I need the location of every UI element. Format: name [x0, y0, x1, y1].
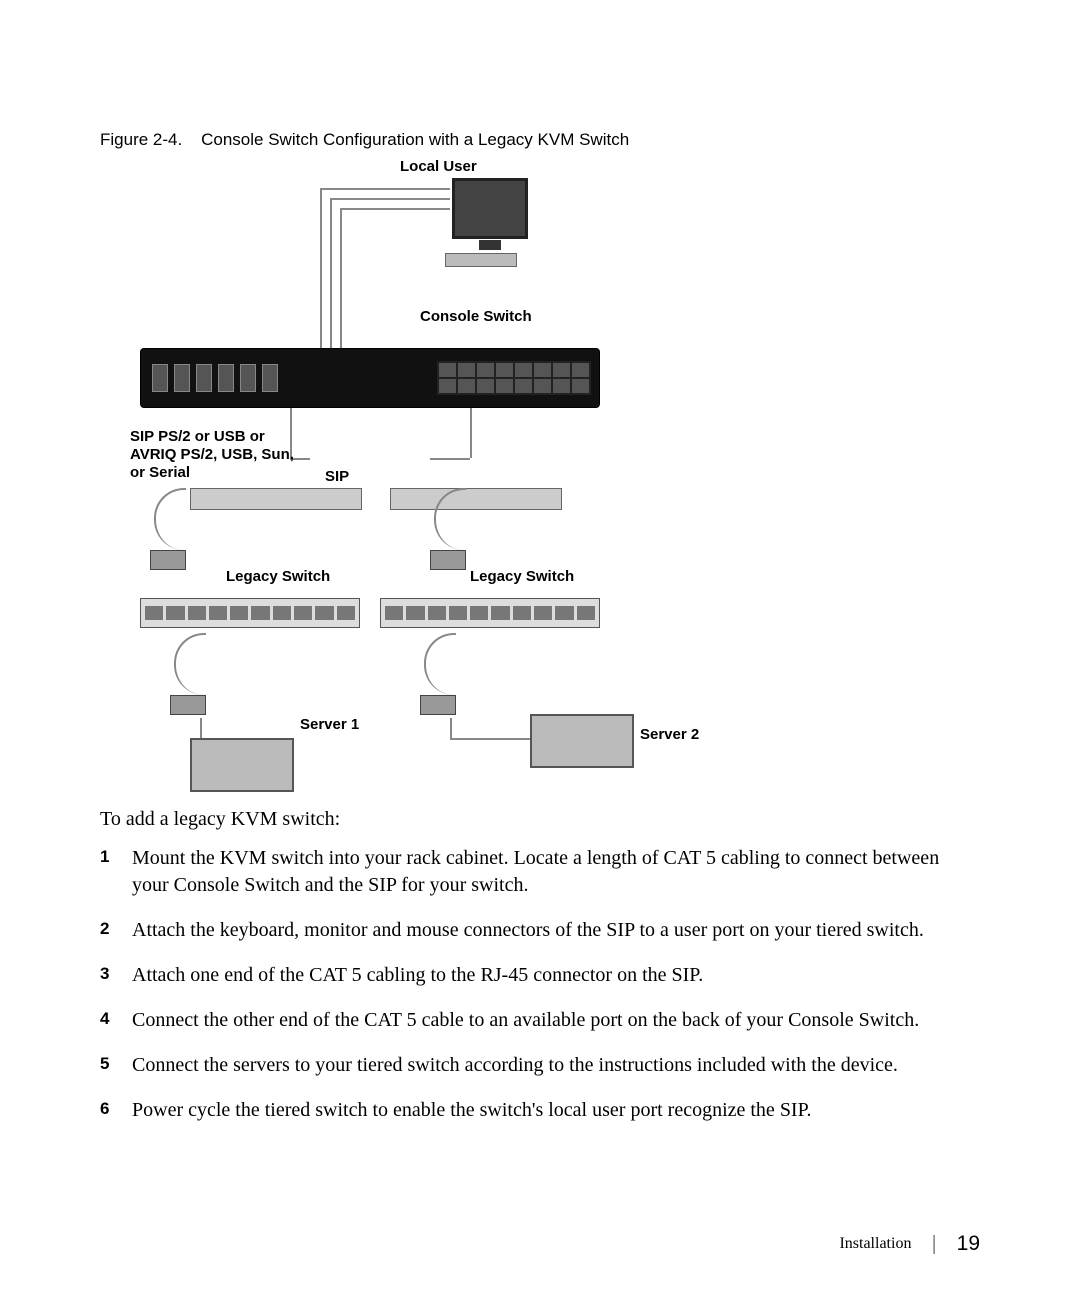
- label-server1: Server 1: [300, 716, 359, 733]
- step-item: 3 Attach one end of the CAT 5 cabling to…: [100, 962, 980, 989]
- step-text: Mount the KVM switch into your rack cabi…: [132, 847, 939, 896]
- wire: [450, 718, 452, 738]
- sip-dongle-icon: [170, 633, 210, 723]
- steps-list: 1 Mount the KVM switch into your rack ca…: [100, 845, 980, 1124]
- step-text: Connect the other end of the CAT 5 cable…: [132, 1009, 919, 1031]
- wire: [340, 208, 342, 348]
- step-item: 1 Mount the KVM switch into your rack ca…: [100, 845, 980, 899]
- wire: [320, 188, 322, 348]
- server-icon: [530, 714, 634, 768]
- figure-diagram: Local User Console Switch SIP PS/2 or US…: [130, 158, 830, 788]
- monitor-icon: [452, 178, 528, 239]
- footer-divider: |: [931, 1233, 936, 1256]
- figure-caption-text: Console Switch Configuration with a Lega…: [201, 130, 629, 149]
- step-item: 5 Connect the servers to your tiered swi…: [100, 1052, 980, 1079]
- legacy-switch-icon: [380, 598, 600, 628]
- label-legacy-right: Legacy Switch: [470, 568, 574, 585]
- label-local-user: Local User: [400, 158, 477, 175]
- step-item: 4 Connect the other end of the CAT 5 cab…: [100, 1007, 980, 1034]
- footer-page-number: 19: [957, 1232, 980, 1256]
- step-text: Attach one end of the CAT 5 cabling to t…: [132, 964, 703, 986]
- footer-section: Installation: [839, 1235, 911, 1253]
- label-sip: SIP: [325, 468, 349, 485]
- step-text: Power cycle the tiered switch to enable …: [132, 1099, 812, 1121]
- wire: [470, 408, 472, 458]
- step-number: 6: [100, 1098, 109, 1121]
- step-text: Connect the servers to your tiered switc…: [132, 1054, 898, 1076]
- wire: [430, 458, 470, 460]
- label-console-switch: Console Switch: [420, 308, 532, 325]
- label-sip-multi: SIP PS/2 or USB or AVRIQ PS/2, USB, Sun,…: [130, 428, 300, 482]
- sip-dongle-icon: [150, 488, 190, 578]
- wire: [320, 188, 450, 190]
- legacy-switch-icon: [140, 598, 360, 628]
- page: Figure 2-4. Console Switch Configuration…: [0, 0, 1080, 1296]
- label-legacy-left: Legacy Switch: [226, 568, 330, 585]
- step-number: 4: [100, 1008, 109, 1031]
- step-number: 2: [100, 918, 109, 941]
- keyboard-icon: [445, 253, 517, 267]
- wire: [450, 738, 530, 740]
- sip-bar-left: [190, 488, 362, 510]
- sip-dongle-icon: [430, 488, 470, 578]
- wire: [340, 208, 450, 210]
- server-icon: [190, 738, 294, 792]
- wire: [330, 198, 450, 200]
- label-server2: Server 2: [640, 726, 699, 743]
- console-switch-icon: [140, 348, 600, 408]
- step-number: 3: [100, 963, 109, 986]
- step-item: 6 Power cycle the tiered switch to enabl…: [100, 1097, 980, 1124]
- sip-dongle-icon: [420, 633, 460, 723]
- step-item: 2 Attach the keyboard, monitor and mouse…: [100, 917, 980, 944]
- page-footer: Installation | 19: [839, 1232, 980, 1256]
- step-number: 5: [100, 1053, 109, 1076]
- wire: [330, 198, 332, 348]
- step-number: 1: [100, 846, 109, 869]
- figure-caption-prefix: Figure 2-4.: [100, 130, 182, 149]
- step-text: Attach the keyboard, monitor and mouse c…: [132, 919, 924, 941]
- figure-caption: Figure 2-4. Console Switch Configuration…: [100, 130, 980, 150]
- sip-bar-right: [390, 488, 562, 510]
- intro-text: To add a legacy KVM switch:: [100, 808, 980, 831]
